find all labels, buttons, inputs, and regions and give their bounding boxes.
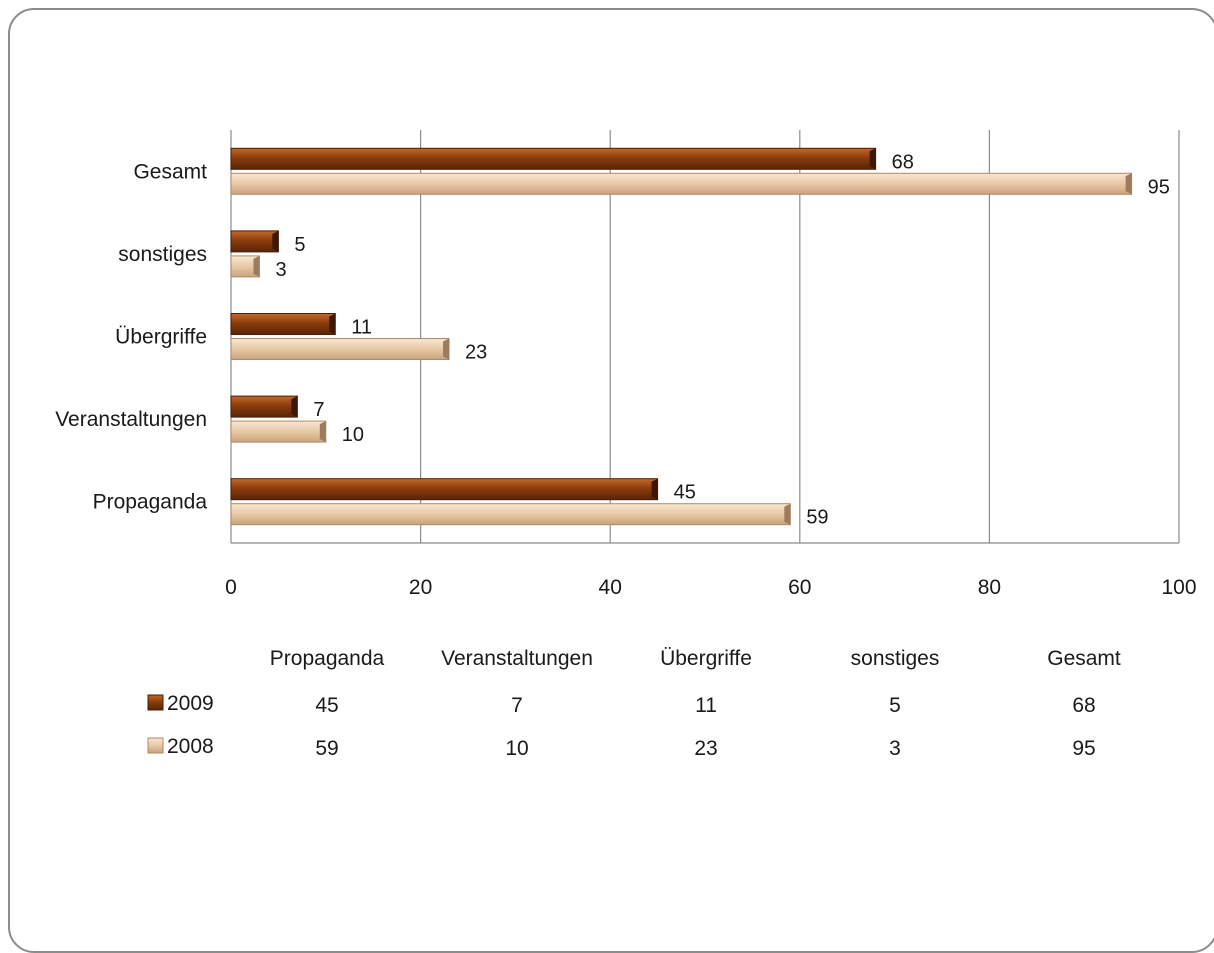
data-label: 11	[351, 317, 372, 339]
table-header: Übergriffe	[660, 647, 752, 670]
table-cell: 7	[511, 694, 523, 717]
category-label: Veranstaltungen	[55, 408, 207, 431]
table-header: sonstiges	[851, 647, 940, 670]
bar-bevel	[1125, 173, 1132, 195]
legend-key-2009	[147, 694, 164, 711]
bar-bevel	[869, 148, 876, 170]
bar-2009	[230, 313, 336, 335]
category-label: Übergriffe	[115, 326, 207, 349]
category-label: Propaganda	[93, 491, 208, 514]
table-cell: 59	[315, 737, 338, 760]
x-tick-label: 100	[1161, 576, 1196, 599]
table-cell: 3	[889, 737, 901, 760]
data-label: 59	[806, 507, 828, 529]
bar-2008	[230, 172, 1133, 195]
bar-bevel	[784, 503, 791, 525]
table-cell: 45	[315, 694, 338, 717]
legend-key-2008	[147, 737, 164, 754]
data-label: 3	[275, 259, 286, 281]
x-tick-label: 80	[978, 576, 1001, 599]
gridlines	[230, 130, 1180, 544]
x-tick-label: 40	[599, 576, 622, 599]
table-cell: 95	[1072, 737, 1095, 760]
data-label: 7	[313, 399, 324, 421]
bar-2008	[230, 503, 791, 526]
data-label: 23	[465, 342, 487, 364]
x-tick-label: 20	[409, 576, 432, 599]
labels: 0 20 40 60 80 100 Propaganda 45 59 Veranstaltunge…	[55, 151, 1196, 599]
table-cell: 10	[505, 737, 528, 760]
bars	[230, 147, 1133, 526]
table-cell: 23	[694, 737, 717, 760]
data-label: 95	[1148, 176, 1170, 198]
bar-bevel	[253, 255, 260, 277]
bar-2009	[230, 478, 659, 501]
bar-2008	[230, 420, 327, 443]
table-header: Veranstaltungen	[441, 647, 593, 670]
bar-bevel	[651, 478, 658, 500]
x-tick-label: 60	[788, 576, 811, 599]
table-cell: 5	[889, 694, 901, 717]
category-label: sonstiges	[118, 243, 207, 266]
table-cell: 11	[695, 694, 717, 717]
bar-2009	[230, 230, 279, 253]
bar-bevel	[272, 230, 279, 252]
table-header: Gesamt	[1047, 647, 1121, 670]
legend-label: 2009	[167, 692, 214, 715]
bar-bevel	[443, 338, 450, 360]
table-header: Propaganda	[270, 647, 385, 670]
legend-label: 2008	[167, 735, 214, 758]
bar-2008	[230, 338, 450, 360]
bar-bevel	[329, 313, 336, 335]
data-label: 45	[674, 482, 696, 504]
data-table: Propaganda Veranstaltungen Übergriffe sonst…	[147, 647, 1121, 760]
data-label: 68	[892, 151, 914, 173]
bar-2009	[230, 395, 298, 418]
bar-bevel	[291, 396, 298, 418]
data-label: 5	[294, 234, 305, 256]
table-cell: 68	[1072, 694, 1095, 717]
category-label: Gesamt	[133, 160, 207, 183]
x-tick-label: 0	[225, 576, 237, 599]
bar-bevel	[319, 421, 326, 443]
bar-2009	[230, 147, 877, 170]
data-label: 10	[342, 424, 364, 446]
